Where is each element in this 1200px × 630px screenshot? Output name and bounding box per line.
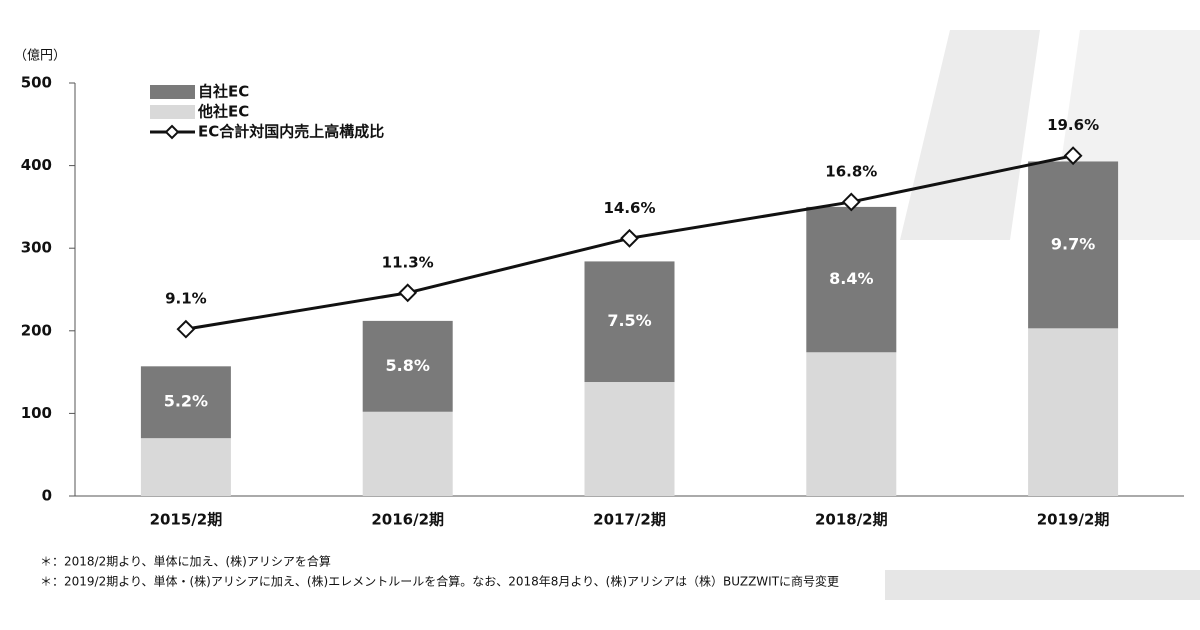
bar-segment <box>362 411 453 496</box>
data-label: 14.6% <box>603 199 655 217</box>
y-tick-label: 500 <box>21 74 52 92</box>
x-tick-label: 2019/2期 <box>1037 511 1110 529</box>
y-tick-label: 400 <box>21 156 52 174</box>
marker <box>841 192 861 212</box>
note: ＊：2018/2期より、単体に加え、(株)アリシアを合算 <box>40 554 331 569</box>
decoration <box>885 570 1200 600</box>
marker <box>1063 146 1083 166</box>
segment-label: 5.8% <box>386 356 430 375</box>
bar-segment <box>362 320 453 412</box>
legend-swatch <box>150 85 195 99</box>
x-tick-label: 2015/2期 <box>150 511 223 529</box>
bar-segment <box>806 352 897 496</box>
bar-segment <box>140 366 231 439</box>
segment-label: 7.5% <box>607 311 651 330</box>
data-label: 16.8% <box>825 162 877 180</box>
x-tick-label: 2018/2期 <box>815 511 888 529</box>
note: ＊：2019/2期より、単体・(株)アリシアに加え、(株)エレメントルールを合算… <box>40 574 839 589</box>
segment-label: 5.2% <box>164 392 208 411</box>
legend-label: 自社EC <box>198 83 249 101</box>
x-tick-label: 2016/2期 <box>371 511 444 529</box>
marker <box>176 319 196 339</box>
segment-label: 9.7% <box>1051 234 1095 253</box>
y-tick-label: 200 <box>21 321 52 339</box>
decoration <box>900 30 1040 240</box>
legend-label: 他社EC <box>197 103 249 121</box>
legend-swatch <box>150 105 195 119</box>
segment-label: 8.4% <box>829 269 873 288</box>
legend-marker <box>164 124 180 140</box>
legend-label: EC合計対国内売上高構成比 <box>198 123 384 141</box>
y-tick-label: 0 <box>42 487 52 505</box>
y-tick-label: 300 <box>21 239 52 257</box>
bar-segment <box>584 261 675 383</box>
data-label: 9.1% <box>165 290 207 308</box>
y-unit: （億円） <box>14 48 66 64</box>
data-label: 11.3% <box>382 253 434 271</box>
bar-segment <box>806 206 897 353</box>
y-tick-label: 100 <box>21 404 52 422</box>
marker <box>398 283 418 303</box>
bar-segment <box>1028 161 1119 329</box>
bar-segment <box>140 438 231 496</box>
bar-segment <box>584 382 675 496</box>
marker <box>620 228 639 248</box>
data-label: 19.6% <box>1047 116 1099 134</box>
x-tick-label: 2017/2期 <box>593 511 666 529</box>
bar-segment <box>1028 328 1119 496</box>
